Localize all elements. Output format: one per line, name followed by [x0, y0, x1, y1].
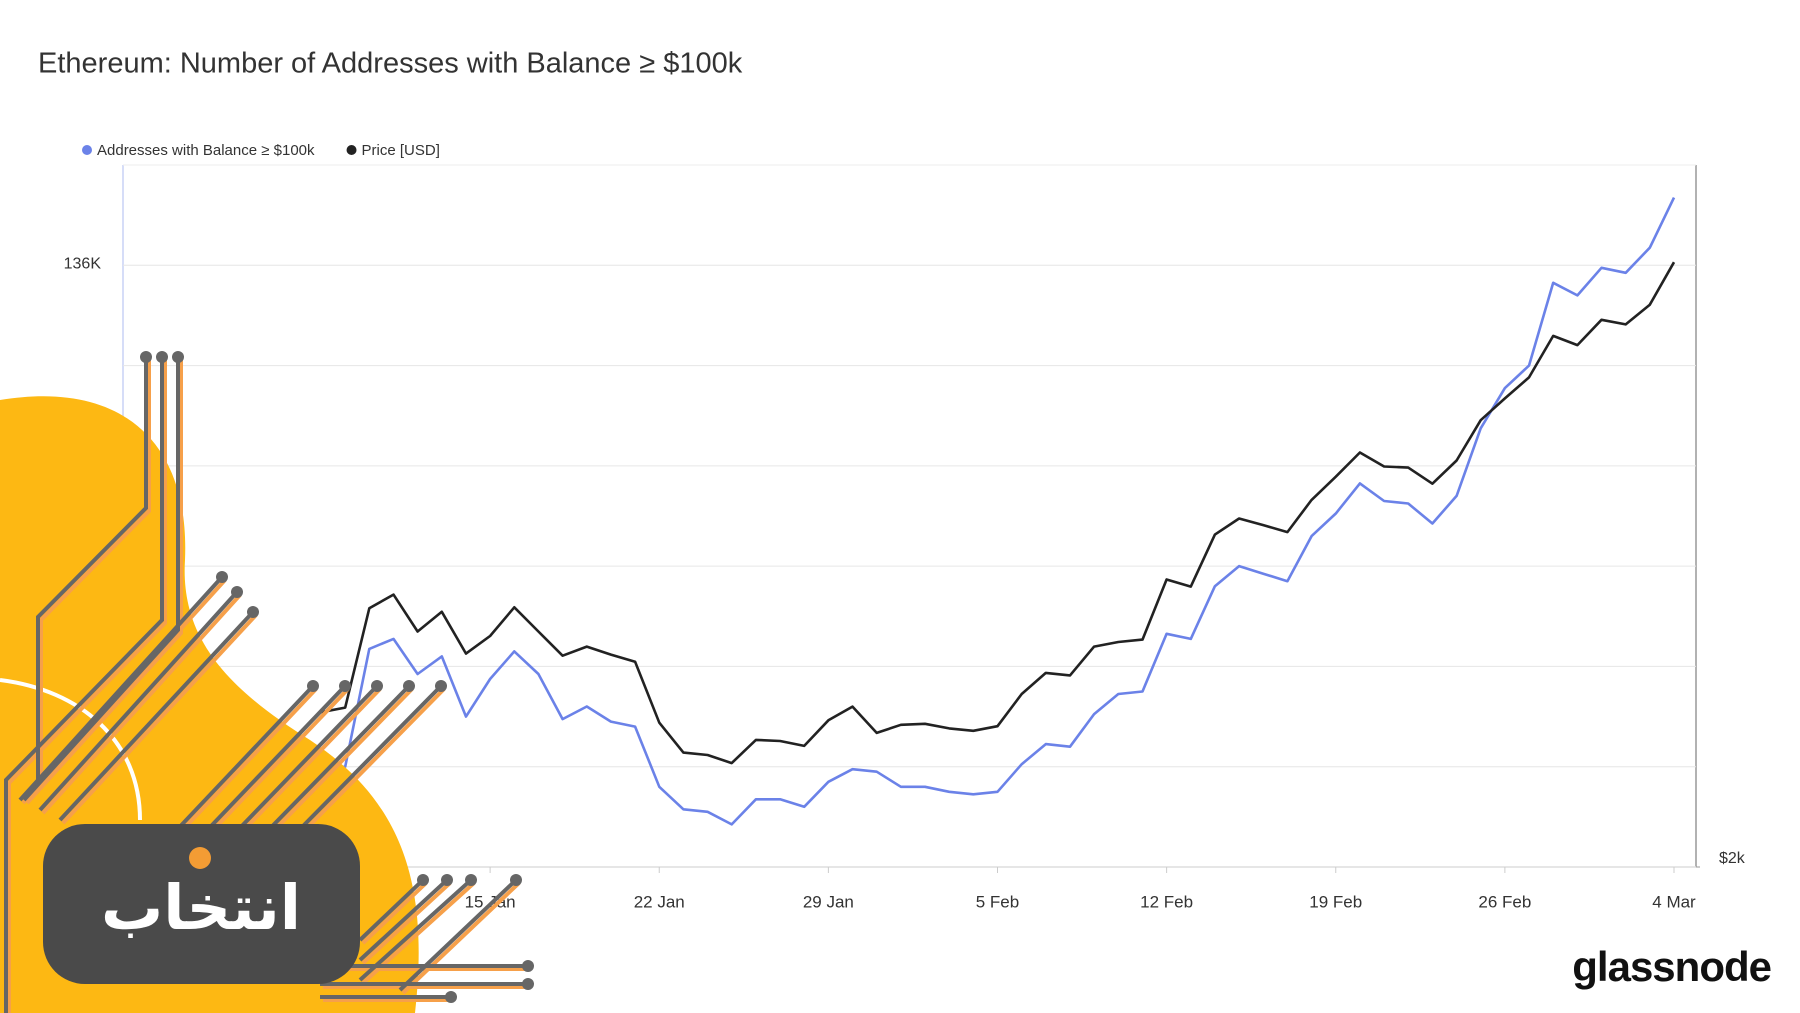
legend-label: Price [USD]: [362, 142, 440, 159]
series-line: [320, 197, 1676, 826]
y2-tick-label: $2k: [1719, 850, 1746, 867]
series: [320, 197, 1676, 826]
legend-label: Addresses with Balance ≥ $100k: [97, 142, 315, 159]
y-tick-label: 136K: [64, 256, 102, 273]
logo-box: [43, 824, 360, 984]
x-tick-label: 4 Mar: [1652, 892, 1696, 911]
chart-title: Ethereum: Number of Addresses with Balan…: [38, 48, 743, 80]
logo-coin: [189, 847, 211, 869]
legend: Addresses with Balance ≥ $100k Price [USD…: [82, 142, 440, 159]
legend-marker: [82, 145, 92, 155]
logo-text: انتخاب: [101, 871, 301, 944]
x-tick-label: 26 Feb: [1478, 892, 1531, 911]
overlay-logo: انتخاب: [0, 351, 534, 1013]
x-tick-label: 19 Feb: [1309, 892, 1362, 911]
x-tick-label: 5 Feb: [976, 892, 1019, 911]
x-tick-label: 29 Jan: [803, 892, 854, 911]
watermark: glassnode: [1572, 943, 1771, 990]
series-line: [320, 261, 1676, 765]
x-tick-label: 22 Jan: [634, 892, 685, 911]
legend-marker: [346, 145, 357, 155]
x-tick-label: 12 Feb: [1140, 892, 1193, 911]
